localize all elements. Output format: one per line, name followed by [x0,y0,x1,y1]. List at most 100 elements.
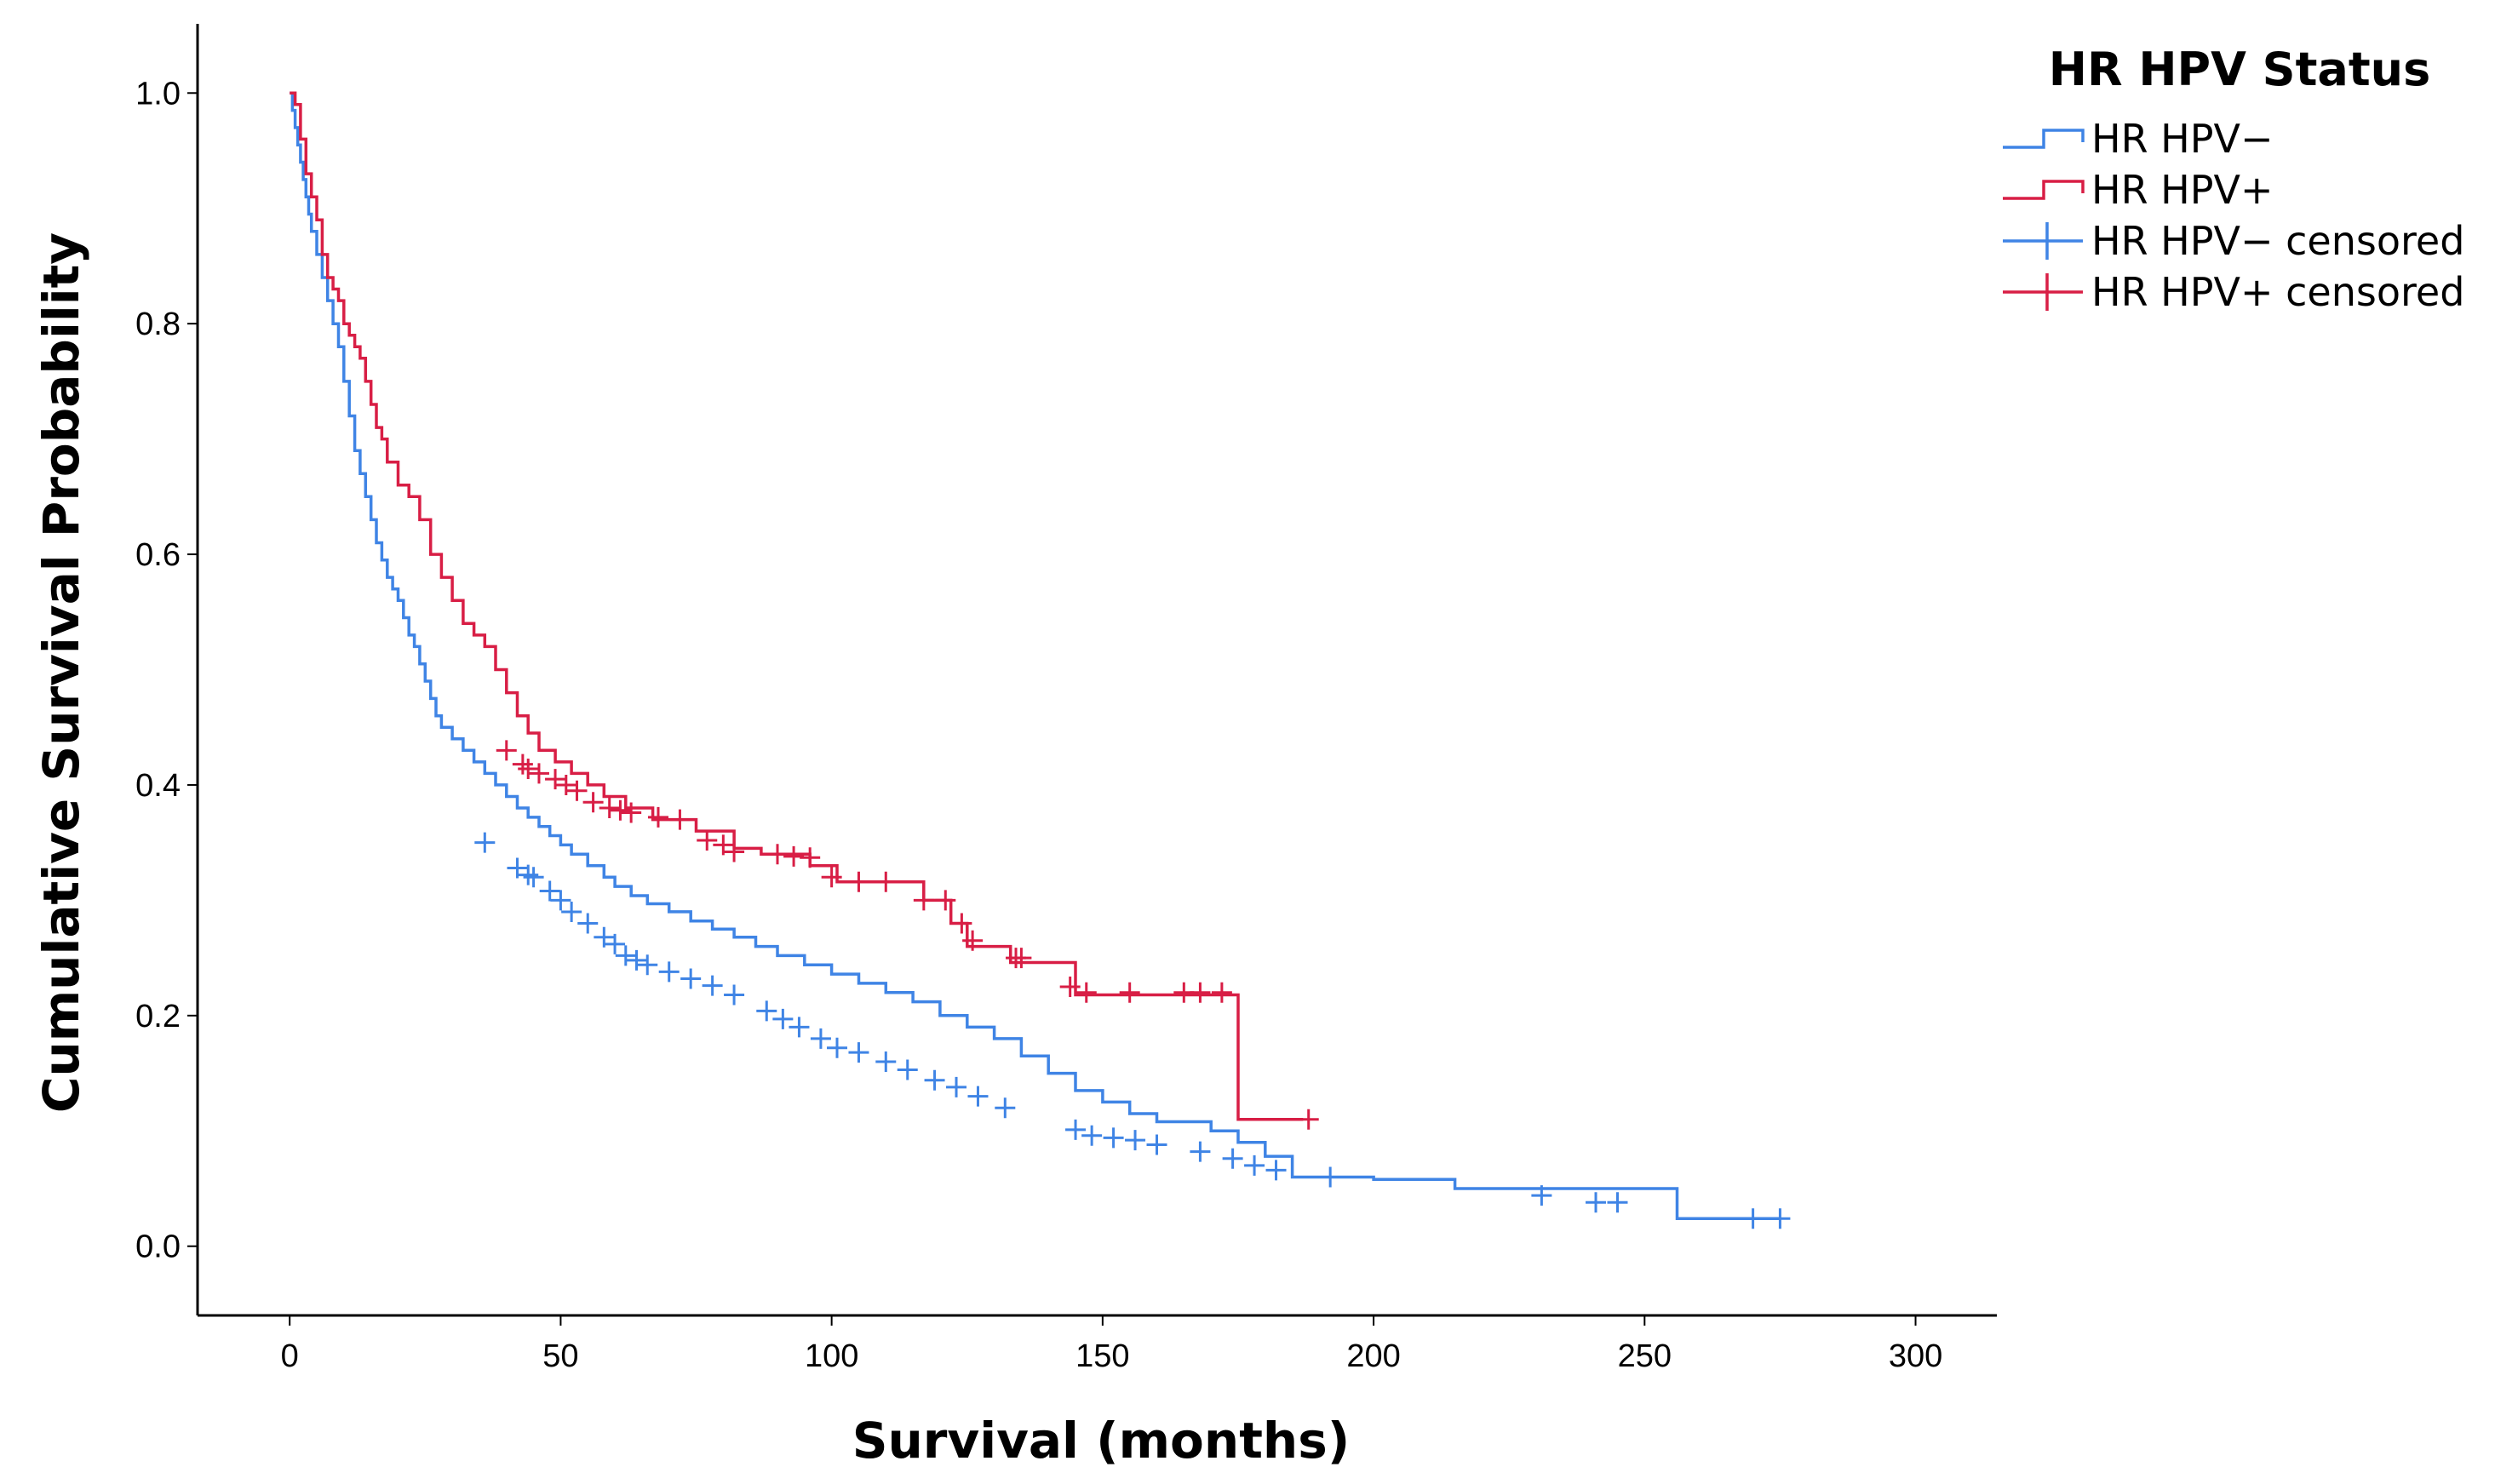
censor-mark-hpv_pos [1075,982,1097,1003]
censor-mark-hpv_pos [913,890,934,911]
censor-mark-hpv_neg [637,954,658,976]
censor-mark-hpv_neg [897,1059,918,1080]
censor-mark-hpv_neg [577,913,599,934]
censor-mark-hpv_neg [1190,1141,1211,1162]
censor-mark-hpv_neg [772,1008,794,1029]
censor-mark-hpv_pos [669,809,691,830]
censor-mark-hpv_pos [935,890,956,911]
censor-mark-hpv_pos [800,847,821,868]
legend-label: HR HPV− censored [2091,218,2464,264]
censor-mark-hpv_neg [702,975,723,996]
x-axis-ticks: 0 50 100 150 200 250 300 [281,1315,1942,1374]
x-tick-label: 300 [1889,1338,1942,1374]
censor-mark-hpv_neg [550,890,571,911]
censor-mark-hpv_neg [1081,1125,1103,1146]
censor-mark-hpv_neg [995,1097,1016,1119]
x-tick-label: 200 [1346,1338,1400,1374]
legend-label: HR HPV+ [2091,167,2274,213]
censor-mark-hpv_pos [962,930,984,951]
censor-mark-hpv_neg [507,857,528,879]
censor-mark-hpv_pos [951,913,972,934]
y-tick-label: 1.0 [135,76,181,112]
censor-mark-hpv_neg [658,961,680,983]
censor-mark-hpv_neg [789,1017,810,1038]
censor-mark-hpv_pos [566,780,588,801]
censor-mark-hpv_pos [610,799,631,821]
censor-mark-hpv_neg [1742,1208,1764,1229]
censor-mark-hpv_neg [875,1051,897,1073]
legend-items: HR HPV− HR HPV+ HR HPV− censored HR HPV+ ce… [2003,116,2464,315]
x-tick-label: 50 [542,1338,578,1374]
censor-mark-hpv_neg [518,864,539,885]
censor-mark-hpv_neg [523,867,544,888]
censor-mark-hpv_neg [539,880,560,902]
censor-mark-hpv_pos [697,829,718,851]
y-tick-label: 0.8 [135,307,181,342]
censor-mark-hpv_neg [1586,1192,1607,1213]
censor-mark-hpv_neg [848,1042,869,1063]
censor-mark-hpv_pos [582,792,604,813]
series-line-hpv_neg [290,91,1781,1220]
censor-mark-hpv_neg [561,901,582,922]
censor-mark-hpv_pos [599,798,620,819]
x-tick-label: 150 [1075,1338,1129,1374]
censor-mark-hpv_neg [810,1028,831,1049]
censor-mark-hpv_neg [1769,1208,1791,1229]
legend-step-swatch [2003,180,2085,200]
censor-mark-hpv_neg [626,949,647,971]
censor-mark-hpv_neg [1244,1155,1265,1176]
censor-mark-hpv_pos [496,740,517,761]
y-tick-label: 0.0 [135,1229,181,1265]
censor-mark-hpv_pos [1059,976,1081,997]
censor-mark-hpv_neg [1265,1160,1287,1181]
censor-mark-hpv_neg [1146,1134,1167,1155]
legend-title: HR HPV Status [2049,43,2430,96]
censor-mark-hpv_pos [518,758,539,779]
censor-mark-hpv_pos [647,806,668,828]
censor-mark-hpv_neg [1531,1185,1552,1206]
censor-mark-hpv_pos [512,753,533,775]
legend-censor-swatch [2003,222,2083,260]
legend-label: HR HPV+ censored [2091,269,2464,315]
censor-mark-hpv_neg [1125,1130,1146,1151]
censor-mark-hpv_neg [1103,1127,1124,1149]
censor-mark-hpv_neg [827,1037,848,1058]
censor-mark-hpv_pos [821,867,842,888]
y-axis-title: Cumulative Survival Probability [32,232,90,1113]
legend-step-swatch [2003,129,2085,149]
censor-mark-hpv_pos [848,871,869,892]
series-layer [290,91,1791,1229]
censor-mark-hpv_neg [680,968,702,989]
legend-item: HR HPV− censored [2003,218,2464,264]
censor-mark-hpv_pos [1298,1109,1319,1130]
x-tick-label: 250 [1618,1338,1672,1374]
censor-mark-hpv_neg [924,1069,945,1091]
censor-mark-hpv_neg [946,1076,967,1097]
censor-mark-hpv_pos [1011,948,1032,969]
censor-mark-hpv_neg [1320,1166,1341,1188]
y-axis-ticks: 0.0 0.2 0.4 0.6 0.8 1.0 [135,76,198,1265]
censor-mark-hpv_pos [713,834,734,856]
censor-mark-hpv_neg [1607,1192,1628,1213]
censor-mark-hpv_pos [555,774,576,795]
legend: HR HPV Status HR HPV− HR HPV+ HR HPV− cens… [2003,43,2464,315]
censor-mark-hpv_pos [1190,982,1211,1003]
censor-mark-hpv_pos [528,763,549,784]
censor-mark-hpv_pos [875,871,897,892]
legend-censor-swatch [2003,273,2083,311]
censor-mark-hpv_pos [1211,982,1232,1003]
legend-item: HR HPV+ [2003,167,2274,213]
censor-mark-hpv_pos [621,802,642,823]
x-axis-title: Survival (months) [852,1412,1351,1470]
censor-mark-hpv_neg [724,984,745,1006]
legend-item: HR HPV− [2003,116,2274,162]
censor-mark-hpv_pos [724,841,745,862]
censor-mark-hpv_neg [1222,1148,1243,1169]
censor-mark-hpv_neg [615,945,636,966]
censor-mark-hpv_pos [1119,982,1140,1003]
y-tick-label: 0.2 [135,999,181,1034]
censor-mark-hpv_neg [967,1086,989,1107]
censor-mark-hpv_neg [605,933,626,954]
x-tick-label: 0 [281,1338,299,1374]
